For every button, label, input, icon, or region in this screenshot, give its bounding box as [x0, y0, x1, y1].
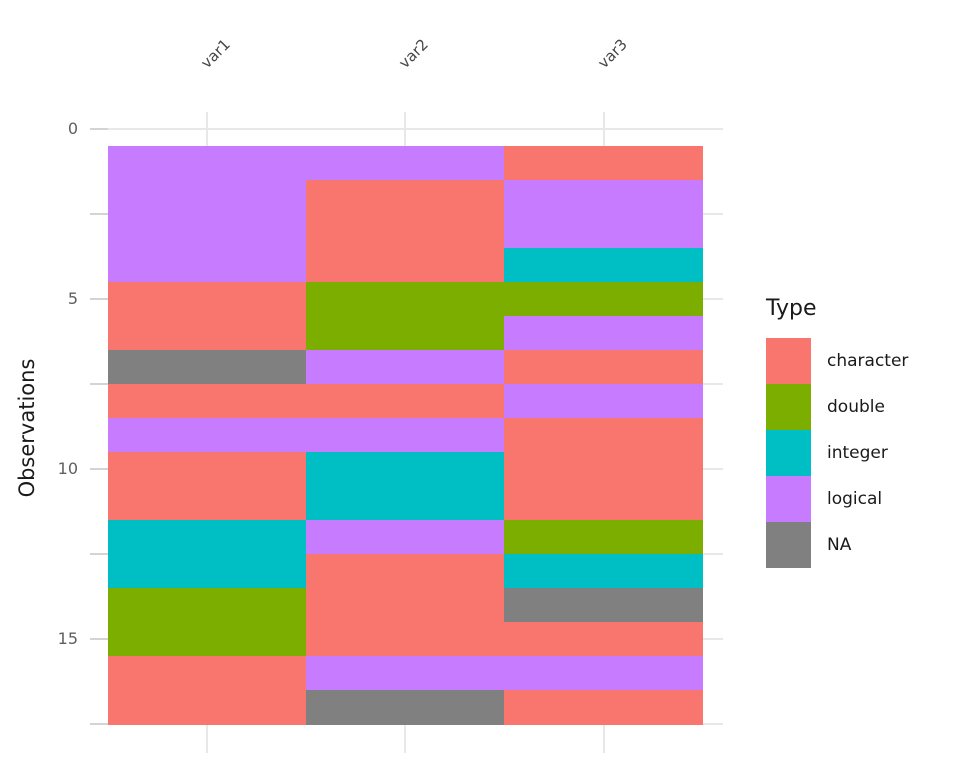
horizontal-gridline	[108, 128, 723, 130]
y-axis-tick-label: 5	[67, 289, 78, 308]
heatmap-cell	[504, 588, 704, 623]
legend-key-label: NA	[827, 535, 852, 555]
heatmap-cell	[108, 588, 307, 623]
heatmap-cell	[504, 486, 704, 521]
heatmap-cell	[504, 316, 704, 351]
heatmap-cell	[306, 690, 505, 725]
legend-key-swatch	[766, 430, 811, 476]
heatmap-cell	[108, 486, 307, 521]
legend-key-swatch	[766, 384, 811, 430]
legend-item: character	[766, 338, 956, 384]
heatmap-cell	[504, 554, 704, 589]
heatmap-cell	[306, 588, 505, 623]
heatmap-cell	[108, 180, 307, 215]
y-axis-tick-mark	[90, 638, 108, 640]
y-axis-tick-label: 15	[57, 629, 78, 648]
y-axis-tick-mark	[90, 723, 108, 725]
legend-title: Type	[766, 296, 817, 321]
heatmap-cell	[108, 282, 307, 317]
heatmap-cell	[306, 452, 505, 487]
heatmap-cell	[504, 520, 704, 555]
heatmap-cell	[306, 248, 505, 283]
heatmap-cell	[108, 690, 307, 725]
heatmap-cell	[504, 248, 704, 283]
heatmap-cell	[306, 146, 505, 181]
y-axis-tick-mark	[90, 383, 108, 385]
heatmap-cell	[108, 656, 307, 691]
heatmap-cell	[108, 214, 307, 249]
heatmap-cell	[504, 452, 704, 487]
legend-key-swatch	[766, 338, 811, 384]
legend-key-label: double	[827, 397, 885, 417]
heatmap-cell	[306, 520, 505, 555]
heatmap-cell	[504, 384, 704, 419]
heatmap-cell	[306, 180, 505, 215]
heatmap-cell	[504, 214, 704, 249]
heatmap-cell	[108, 146, 307, 181]
y-axis-tick-label: 0	[67, 119, 78, 138]
legend: Type character double integer logical NA	[766, 296, 956, 568]
legend-key-label: character	[827, 351, 909, 371]
heatmap-cell	[108, 520, 307, 555]
heatmap-cell	[108, 622, 307, 657]
heatmap-cell	[504, 282, 704, 317]
heatmap-cell	[108, 384, 307, 419]
legend-items: character double integer logical NA	[766, 338, 956, 568]
heatmap-cell	[108, 418, 307, 453]
heatmap-cell	[306, 554, 505, 589]
y-axis-tick-mark	[90, 213, 108, 215]
heatmap-cell	[108, 452, 307, 487]
heatmap-cell	[306, 656, 505, 691]
heatmap-cell	[504, 146, 704, 181]
y-axis-title: Observations	[15, 358, 39, 498]
heatmap-cell	[108, 554, 307, 589]
heatmap-cell	[504, 418, 704, 453]
legend-key-swatch	[766, 522, 811, 568]
y-axis-tick-mark	[90, 298, 108, 300]
heatmap-cell	[306, 350, 505, 385]
heatmap-cell	[504, 656, 704, 691]
heatmap-cell	[306, 486, 505, 521]
heatmap-cell	[306, 316, 505, 351]
y-axis-tick-mark	[90, 128, 108, 130]
heatmap-cell	[504, 180, 704, 215]
y-axis-tick-label: 10	[57, 459, 78, 478]
legend-item: double	[766, 384, 956, 430]
y-axis-tick-mark	[90, 553, 108, 555]
heatmap-cell	[504, 690, 704, 725]
legend-key-label: integer	[827, 443, 888, 463]
legend-key-label: logical	[827, 489, 883, 509]
y-axis-tick-mark	[90, 468, 108, 470]
heatmap-cell	[108, 316, 307, 351]
heatmap-cell	[108, 248, 307, 283]
legend-item: logical	[766, 476, 956, 522]
heatmap-cell	[306, 384, 505, 419]
legend-key-swatch	[766, 476, 811, 522]
heatmap-cell	[306, 214, 505, 249]
legend-item: integer	[766, 430, 956, 476]
legend-item: NA	[766, 522, 956, 568]
heatmap-cell	[306, 418, 505, 453]
heatmap-cell	[306, 282, 505, 317]
heatmap-cell	[504, 622, 704, 657]
heatmap-cell	[306, 622, 505, 657]
heatmap-cell	[504, 350, 704, 385]
heatmap-cell	[108, 350, 307, 385]
